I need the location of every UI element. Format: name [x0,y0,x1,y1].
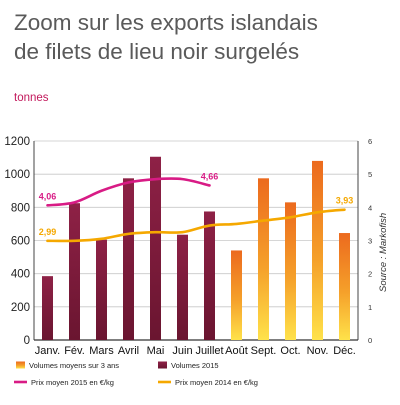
lines-layer [46,177,346,243]
y2-tick-label: 5 [368,170,372,179]
y-tick-label: 600 [11,236,30,248]
bar-volume-2015 [150,156,161,340]
bar-volume-2015 [69,203,80,340]
x-tick-label: Janv. [35,345,60,357]
x-tick-label: Juillet [195,345,223,357]
y-axis-unit-label: tonnes [14,92,49,104]
bars-layer [42,156,350,340]
bar-avg-3-years [312,160,323,340]
y2-tick-label: 1 [368,303,372,312]
source-note: Source : Markofish [378,213,389,292]
x-tick-label: Août [225,345,248,357]
legend-label: Volumes 2015 [171,361,219,370]
legend-layer: Volumes moyens sur 3 ans Volumes 2015 Prix… [14,361,258,387]
legend-label: Prix moyen 2014 en €/kg [175,378,258,387]
label-price-2015: 4,06 [39,191,57,201]
y-tick-label: 400 [11,269,30,281]
chart-title: Zoom sur les exports islandais de filets… [14,8,394,66]
chart-title-line-2: de filets de lieu noir surgelés [14,39,300,64]
line-price-2014 [46,208,346,243]
x-tick-label: Sept. [251,345,277,357]
bar-volume-2015 [96,239,107,340]
y2-tick-label: 3 [368,237,372,246]
bar-volume-2015 [42,276,53,340]
y2-tick-label: 6 [368,137,372,146]
y2-tick-label: 2 [368,270,372,279]
legend-label: Volumes moyens sur 3 ans [29,361,119,370]
legend-swatch-0 [16,361,25,369]
x-tick-label: Mars [89,345,114,357]
chart-title-line-1: Zoom sur les exports islandais [14,10,318,35]
y-tick-label: 0 [24,335,30,347]
y-tick-label: 800 [11,202,30,214]
x-tick-label: Déc. [333,345,356,357]
y2-tick-label: 0 [368,336,372,345]
label-price-2015: 4,66 [201,171,219,181]
bar-volume-2015 [204,211,215,340]
x-tick-label: Avril [118,345,139,357]
x-tick-label: Fév. [64,345,85,357]
bar-avg-3-years [258,178,269,340]
labels-layer: 4,06 4,66 2,99 3,93 [39,171,354,236]
bar-avg-3-years [339,233,350,340]
y-tick-label: 1200 [4,136,30,148]
y-tick-label: 200 [11,302,30,314]
x-tick-label: Nov. [307,345,329,357]
line-price-2015 [46,177,211,207]
x-tick-label: Juin [172,345,192,357]
bar-avg-3-years [285,202,296,340]
y2-tick-label: 4 [368,203,372,212]
x-tick-label: Oct. [280,345,300,357]
bar-volume-2015 [177,234,188,340]
bar-avg-3-years [231,250,242,340]
legend-swatch-1 [158,361,167,369]
y-tick-label: 1000 [4,169,30,181]
x-tick-label: Mai [147,345,165,357]
legend-label: Prix moyen 2015 en €/kg [31,378,114,387]
bar-volume-2015 [123,178,134,340]
label-price-2014: 3,93 [336,196,354,206]
label-price-2014: 2,99 [39,227,57,237]
